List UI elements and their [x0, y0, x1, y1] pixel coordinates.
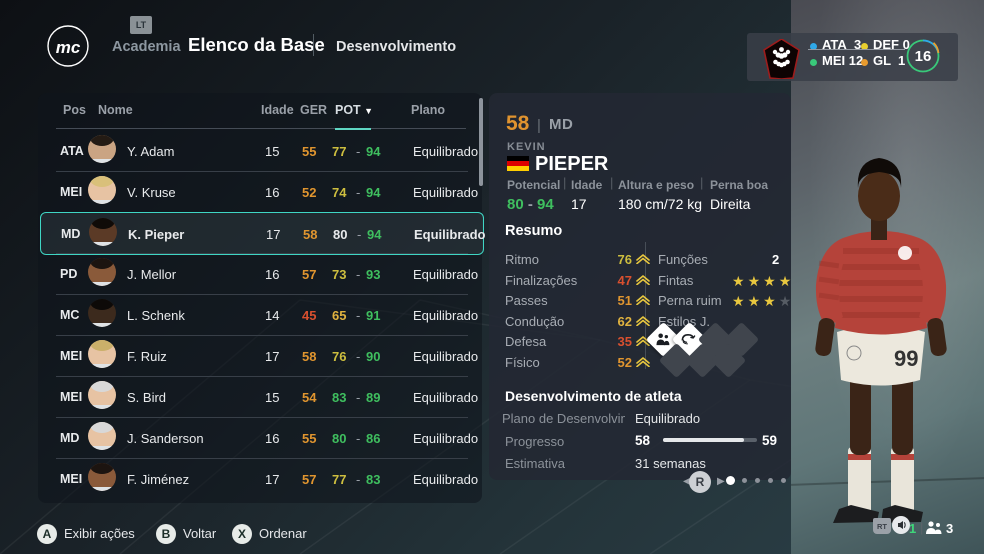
svg-text:mc: mc [56, 38, 81, 57]
svg-text:99: 99 [894, 346, 918, 371]
